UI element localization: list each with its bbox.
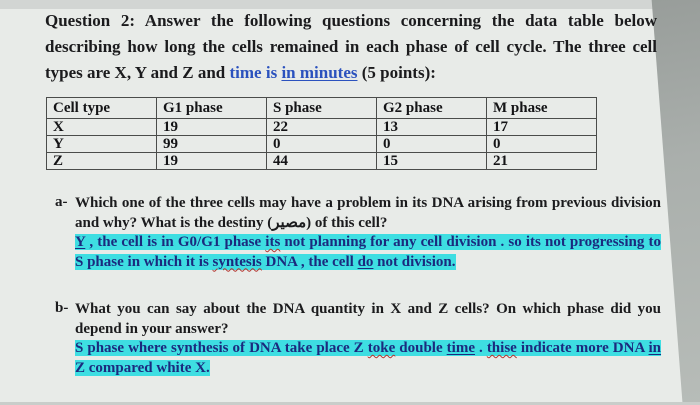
- table-row-z: Z 19 44 15 21: [46, 152, 597, 170]
- table-cell: 44: [266, 152, 377, 170]
- text-segment: DNA , the cell: [261, 253, 358, 270]
- text-segment: toke: [367, 340, 396, 356]
- table-cell: 19: [156, 118, 267, 136]
- text-segment: time: [446, 340, 475, 356]
- text-segment: do: [357, 253, 374, 270]
- cell-cycle-table: Cell type G1 phase S phase G2 phase M ph…: [46, 97, 597, 170]
- col-header-g2-phase: G2 phase: [376, 97, 487, 119]
- question-a-answer-highlighted: Y , the cell is in G0/G1 phase its not p…: [75, 234, 661, 270]
- text-segment: Y: [75, 234, 86, 250]
- table-cell: 17: [486, 118, 597, 136]
- table-cell: 0: [266, 135, 377, 153]
- table-row-y: Y 99 0 0 0: [46, 135, 597, 153]
- col-header-s-phase: S phase: [266, 97, 377, 119]
- table-cell: Y: [46, 135, 157, 153]
- text-segment: (5 points):: [357, 63, 436, 82]
- table-cell: 21: [486, 152, 597, 170]
- question-a-text: Which one of the three cells may have a …: [75, 195, 661, 231]
- table-cell: 22: [266, 118, 377, 136]
- question-b-answer-highlighted: S phase where synthesis of DNA take plac…: [75, 340, 662, 376]
- text-segment: , the cell is in G0/G1 phase: [85, 234, 266, 250]
- table-cell: Z: [46, 152, 157, 170]
- table-cell: 13: [376, 118, 487, 136]
- text-segment: not planning for any cell division . so …: [75, 234, 661, 270]
- screen-bottom-strip: [0, 402, 700, 405]
- question-a-label: a-: [55, 194, 68, 210]
- text-segment: S phase where synthesis of DNA take plac…: [75, 340, 368, 356]
- question-b: b- What you can say about the DNA quanti…: [55, 300, 662, 378]
- text-segment: indicate more DNA: [516, 340, 649, 356]
- text-segment: its: [265, 234, 281, 250]
- text-segment: in minutes: [281, 63, 358, 82]
- table-cell: 15: [376, 152, 487, 170]
- question-b-text: What you can say about the DNA quantity …: [75, 301, 661, 337]
- text-segment: time is: [229, 63, 282, 82]
- text-segment: Question 2: Answer the following questio…: [45, 11, 657, 82]
- screen-top-strip: [0, 0, 700, 9]
- col-header-g1-phase: G1 phase: [156, 97, 267, 119]
- text-segment: in: [648, 340, 662, 356]
- text-segment: not division.: [373, 253, 456, 270]
- table-cell: 19: [156, 152, 267, 170]
- text-segment: thise: [486, 340, 517, 356]
- question-header: Question 2: Answer the following questio…: [45, 8, 657, 86]
- col-header-m-phase: M phase: [486, 97, 597, 119]
- text-segment: Z compared white X.: [75, 359, 210, 376]
- table-cell: 0: [376, 135, 487, 153]
- table-cell: 0: [486, 135, 597, 153]
- question-b-label: b-: [55, 300, 69, 316]
- text-segment: .: [474, 340, 487, 356]
- text-segment: double: [395, 340, 447, 356]
- col-header-cell-type: Cell type: [46, 97, 157, 119]
- table-row-x: X 19 22 13 17: [46, 118, 597, 136]
- table-cell: X: [46, 118, 157, 136]
- question-a: a- Which one of the three cells may have…: [55, 194, 661, 272]
- table-cell: 99: [156, 135, 267, 153]
- cell-cycle-table-wrap: Cell type G1 phase S phase G2 phase M ph…: [46, 97, 597, 170]
- table-header-row: Cell type G1 phase S phase G2 phase M ph…: [46, 97, 597, 119]
- text-segment: syntesis: [212, 253, 262, 270]
